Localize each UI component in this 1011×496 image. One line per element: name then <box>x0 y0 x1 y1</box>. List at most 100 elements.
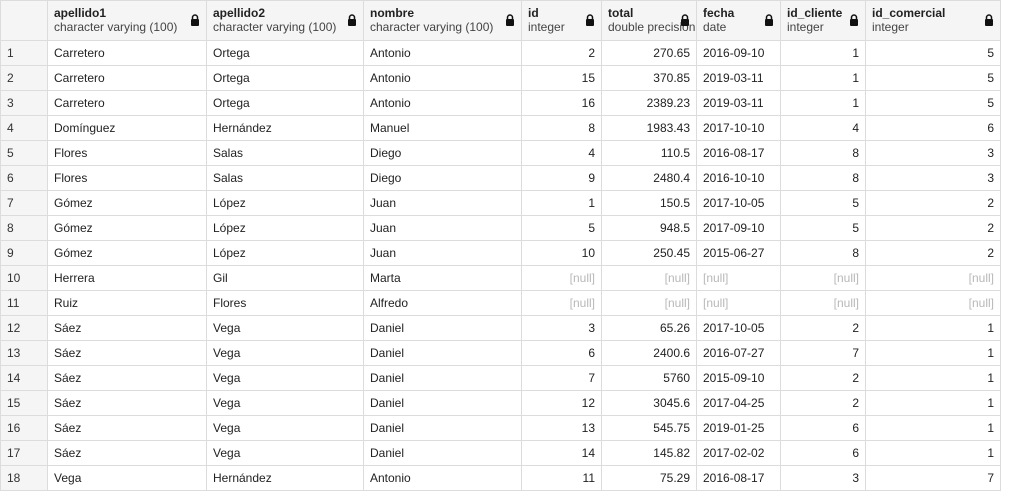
cell-id_cliente[interactable]: [null] <box>780 265 866 291</box>
cell-fecha[interactable]: 2015-06-27 <box>696 240 781 266</box>
column-header-apellido2[interactable]: apellido2 character varying (100) <box>206 0 364 41</box>
row-number[interactable]: 7 <box>0 190 48 216</box>
cell-apellido2[interactable]: Flores <box>206 290 364 316</box>
cell-id_comercial[interactable]: 3 <box>865 165 1001 191</box>
cell-apellido2[interactable]: Hernández <box>206 115 364 141</box>
cell-total[interactable]: 2400.6 <box>601 340 697 366</box>
cell-fecha[interactable]: 2016-08-17 <box>696 465 781 491</box>
cell-total[interactable]: 370.85 <box>601 65 697 91</box>
cell-total[interactable]: 5760 <box>601 365 697 391</box>
column-header-id_cliente[interactable]: id_cliente integer <box>780 0 866 41</box>
cell-nombre[interactable]: Antonio <box>363 40 522 66</box>
cell-id_cliente[interactable]: [null] <box>780 290 866 316</box>
cell-id_comercial[interactable]: 5 <box>865 65 1001 91</box>
cell-id[interactable]: 10 <box>521 240 602 266</box>
cell-id_cliente[interactable]: 8 <box>780 165 866 191</box>
cell-total[interactable]: 1983.43 <box>601 115 697 141</box>
cell-id_cliente[interactable]: 6 <box>780 415 866 441</box>
cell-apellido2[interactable]: Vega <box>206 440 364 466</box>
row-number[interactable]: 4 <box>0 115 48 141</box>
row-number[interactable]: 13 <box>0 340 48 366</box>
cell-nombre[interactable]: Daniel <box>363 340 522 366</box>
row-number[interactable]: 15 <box>0 390 48 416</box>
row-number[interactable]: 6 <box>0 165 48 191</box>
cell-total[interactable]: [null] <box>601 290 697 316</box>
cell-nombre[interactable]: Juan <box>363 215 522 241</box>
table-row[interactable]: 6 Flores Salas Diego 9 2480.4 2016-10-10 8 3 <box>0 165 1001 191</box>
table-row[interactable]: 14 Sáez Vega Daniel 7 5760 2015-09-10 2 1 <box>0 365 1001 391</box>
cell-nombre[interactable]: Antonio <box>363 90 522 116</box>
row-number[interactable]: 1 <box>0 40 48 66</box>
cell-fecha[interactable]: 2017-10-05 <box>696 190 781 216</box>
cell-id_comercial[interactable]: 3 <box>865 140 1001 166</box>
cell-id_cliente[interactable]: 1 <box>780 90 866 116</box>
cell-id[interactable]: 2 <box>521 40 602 66</box>
cell-fecha[interactable]: 2017-02-02 <box>696 440 781 466</box>
cell-apellido1[interactable]: Carretero <box>47 65 207 91</box>
cell-id_cliente[interactable]: 4 <box>780 115 866 141</box>
cell-id_comercial[interactable]: 1 <box>865 315 1001 341</box>
cell-apellido2[interactable]: Vega <box>206 365 364 391</box>
cell-id_comercial[interactable]: 2 <box>865 240 1001 266</box>
cell-apellido1[interactable]: Vega <box>47 465 207 491</box>
table-row[interactable]: 3 Carretero Ortega Antonio 16 2389.23 2019-03-… <box>0 90 1001 116</box>
cell-nombre[interactable]: Daniel <box>363 440 522 466</box>
cell-id[interactable]: 12 <box>521 390 602 416</box>
cell-apellido2[interactable]: Vega <box>206 315 364 341</box>
cell-id_cliente[interactable]: 2 <box>780 390 866 416</box>
cell-id[interactable]: 8 <box>521 115 602 141</box>
column-header-fecha[interactable]: fecha date <box>696 0 781 41</box>
cell-id[interactable]: 4 <box>521 140 602 166</box>
table-row[interactable]: 13 Sáez Vega Daniel 6 2400.6 2016-07-27 7 1 <box>0 340 1001 366</box>
cell-apellido1[interactable]: Sáez <box>47 315 207 341</box>
table-row[interactable]: 8 Gómez López Juan 5 948.5 2017-09-10 5 2 <box>0 215 1001 241</box>
cell-nombre[interactable]: Antonio <box>363 465 522 491</box>
cell-apellido2[interactable]: Salas <box>206 165 364 191</box>
row-number[interactable]: 9 <box>0 240 48 266</box>
cell-id_cliente[interactable]: 8 <box>780 240 866 266</box>
cell-total[interactable]: [null] <box>601 265 697 291</box>
cell-fecha[interactable]: 2016-09-10 <box>696 40 781 66</box>
cell-nombre[interactable]: Daniel <box>363 390 522 416</box>
cell-id[interactable]: 3 <box>521 315 602 341</box>
cell-fecha[interactable]: 2019-03-11 <box>696 65 781 91</box>
cell-apellido2[interactable]: Vega <box>206 390 364 416</box>
table-row[interactable]: 18 Vega Hernández Antonio 11 75.29 2016-08-17 3… <box>0 465 1001 491</box>
row-number-header[interactable] <box>0 0 48 41</box>
cell-id_comercial[interactable]: 2 <box>865 190 1001 216</box>
cell-id_cliente[interactable]: 5 <box>780 215 866 241</box>
cell-id[interactable]: 9 <box>521 165 602 191</box>
cell-fecha[interactable]: [null] <box>696 265 781 291</box>
cell-total[interactable]: 2480.4 <box>601 165 697 191</box>
cell-id_cliente[interactable]: 8 <box>780 140 866 166</box>
cell-total[interactable]: 3045.6 <box>601 390 697 416</box>
cell-fecha[interactable]: 2017-10-10 <box>696 115 781 141</box>
cell-nombre[interactable]: Juan <box>363 190 522 216</box>
cell-total[interactable]: 110.5 <box>601 140 697 166</box>
cell-total[interactable]: 270.65 <box>601 40 697 66</box>
table-row[interactable]: 1 Carretero Ortega Antonio 2 270.65 2016-09-10… <box>0 40 1001 66</box>
cell-id_comercial[interactable]: [null] <box>865 290 1001 316</box>
cell-id_cliente[interactable]: 5 <box>780 190 866 216</box>
row-number[interactable]: 16 <box>0 415 48 441</box>
cell-apellido1[interactable]: Carretero <box>47 90 207 116</box>
cell-fecha[interactable]: 2019-01-25 <box>696 415 781 441</box>
row-number[interactable]: 5 <box>0 140 48 166</box>
table-row[interactable]: 17 Sáez Vega Daniel 14 145.82 2017-02-02 6 1 <box>0 440 1001 466</box>
cell-apellido2[interactable]: López <box>206 215 364 241</box>
cell-apellido2[interactable]: López <box>206 240 364 266</box>
row-number[interactable]: 11 <box>0 290 48 316</box>
cell-nombre[interactable]: Manuel <box>363 115 522 141</box>
cell-apellido1[interactable]: Carretero <box>47 40 207 66</box>
cell-id_cliente[interactable]: 2 <box>780 365 866 391</box>
cell-id_comercial[interactable]: 7 <box>865 465 1001 491</box>
cell-id[interactable]: 13 <box>521 415 602 441</box>
cell-total[interactable]: 145.82 <box>601 440 697 466</box>
cell-apellido1[interactable]: Ruiz <box>47 290 207 316</box>
cell-total[interactable]: 65.26 <box>601 315 697 341</box>
cell-fecha[interactable]: 2017-10-05 <box>696 315 781 341</box>
cell-id_cliente[interactable]: 6 <box>780 440 866 466</box>
cell-apellido1[interactable]: Sáez <box>47 340 207 366</box>
cell-nombre[interactable]: Daniel <box>363 315 522 341</box>
row-number[interactable]: 18 <box>0 465 48 491</box>
